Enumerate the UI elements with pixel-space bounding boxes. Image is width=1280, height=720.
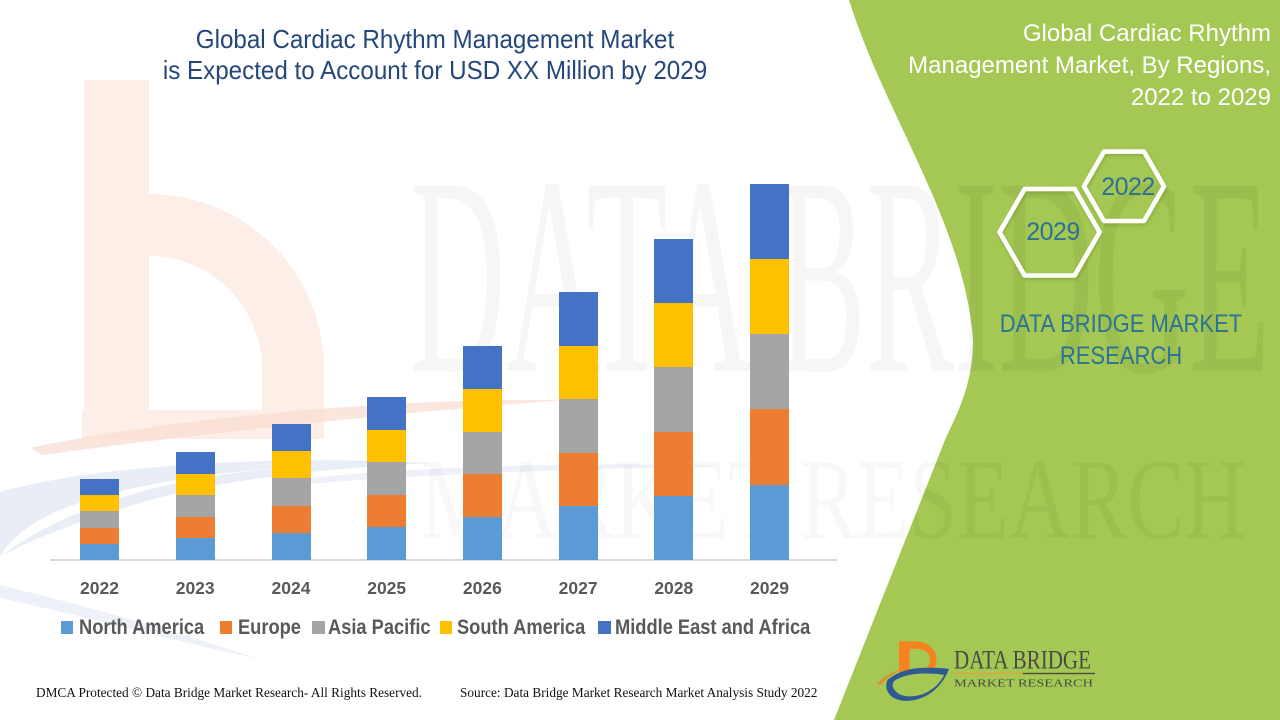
svg-text:DATA BRIDGE: DATA BRIDGE bbox=[410, 120, 1270, 433]
svg-text:DATA BRIDGE: DATA BRIDGE bbox=[954, 645, 1091, 674]
svg-text:MARKET RESEARCH: MARKET RESEARCH bbox=[954, 677, 1093, 689]
